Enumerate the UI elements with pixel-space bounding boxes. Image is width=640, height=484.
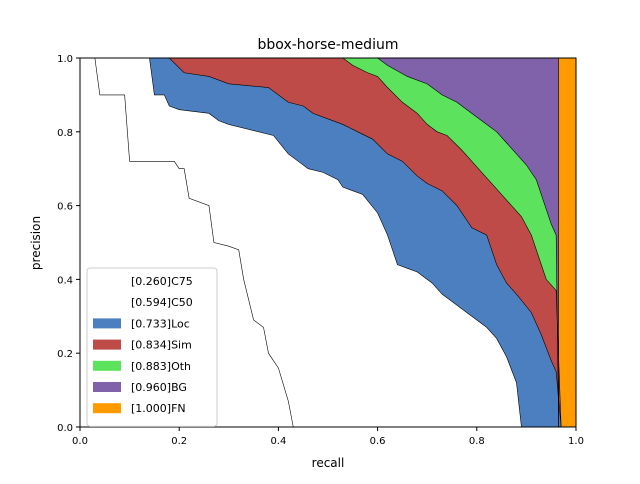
legend-swatch-bg — [93, 382, 121, 392]
y-tick-label: 0.8 — [57, 128, 73, 139]
legend-swatch-c75 — [93, 276, 121, 286]
legend-label-c50: [0.594]C50 — [131, 296, 193, 309]
plot-frame — [79, 57, 577, 428]
legend-swatch-loc — [93, 318, 121, 329]
y-tick-label: 1.0 — [57, 54, 73, 65]
legend: [0.260]C75 [0.594]C50 [0.733]Loc [0.834]Sim… — [86, 267, 218, 427]
legend-label-fn: [1.000]FN — [131, 402, 186, 415]
legend-swatch-c50 — [93, 297, 121, 308]
x-tick-label: 0.0 — [72, 436, 88, 447]
legend-label-c75: [0.260]C75 — [131, 275, 193, 288]
y-tick-label: 0.0 — [57, 423, 73, 434]
x-tick-label: 1.0 — [568, 436, 584, 447]
chart-title: bbox-horse-medium — [258, 37, 399, 53]
legend-label-loc: [0.733]Loc — [131, 317, 190, 330]
legend-swatch-fn — [93, 403, 121, 414]
x-tick-label: 0.4 — [270, 436, 286, 447]
x-axis-label: recall — [312, 456, 345, 470]
x-tick-label: 0.2 — [171, 436, 187, 447]
y-axis-label: precision — [29, 216, 43, 270]
boundary-c75 — [80, 57, 294, 428]
y-tick-label: 0.2 — [57, 349, 73, 360]
y-tick-label: 0.6 — [57, 202, 73, 213]
legend-label-sim: [0.834]Sim — [131, 339, 192, 352]
legend-label-oth: [0.883]Oth — [131, 360, 191, 373]
legend-swatch-oth — [93, 360, 121, 371]
legend-label-bg: [0.960]BG — [131, 381, 187, 394]
x-tick-label: 0.6 — [370, 436, 386, 447]
x-axis-ticks: 0.0 0.2 0.4 0.6 0.8 1.0 — [72, 427, 584, 447]
boundary-c50 — [80, 57, 522, 428]
legend-swatch-sim — [93, 339, 121, 350]
boundary-oth — [80, 57, 559, 428]
x-tick-label: 0.8 — [469, 436, 485, 447]
y-tick-label: 0.4 — [57, 275, 73, 286]
boundary-loc — [80, 57, 562, 428]
y-axis-ticks: 0.0 0.2 0.4 0.6 0.8 1.0 — [57, 54, 80, 434]
boundary-sim — [80, 57, 562, 428]
